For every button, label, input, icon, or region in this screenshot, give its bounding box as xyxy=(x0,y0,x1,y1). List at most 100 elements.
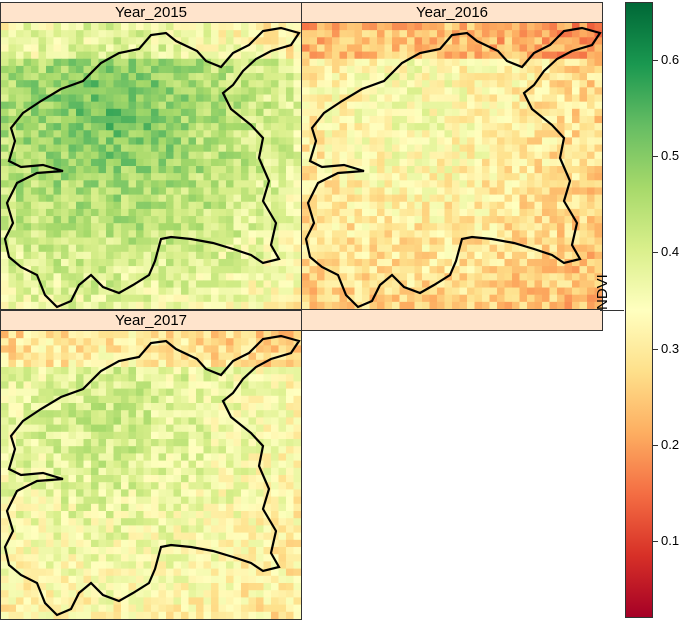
ndvi-cell xyxy=(233,244,242,253)
ndvi-cell xyxy=(354,37,363,46)
ndvi-cell xyxy=(166,287,175,296)
ndvi-cell xyxy=(248,151,257,160)
ndvi-cell xyxy=(136,388,145,397)
ndvi-cell xyxy=(1,37,10,46)
ndvi-colorbar xyxy=(625,2,653,618)
ndvi-cell xyxy=(587,180,596,189)
ndvi-cell xyxy=(467,101,476,110)
ndvi-cell xyxy=(38,597,47,606)
ndvi-cell xyxy=(143,482,152,490)
ndvi-cell xyxy=(233,496,242,505)
ndvi-cell xyxy=(136,453,145,462)
ndvi-cell xyxy=(38,395,47,404)
ndvi-cell xyxy=(106,568,115,577)
ndvi-cell xyxy=(53,151,62,160)
ndvi-cell xyxy=(452,194,461,203)
ndvi-cell xyxy=(196,539,205,548)
ndvi-cell xyxy=(377,44,386,53)
ndvi-cell xyxy=(422,130,431,138)
ndvi-cell xyxy=(181,301,190,309)
ndvi-cell xyxy=(512,301,521,309)
ndvi-cell xyxy=(143,151,152,160)
ndvi-cell xyxy=(248,460,257,469)
ndvi-cell xyxy=(91,539,100,548)
ndvi-cell xyxy=(196,374,205,382)
ndvi-cell xyxy=(512,144,521,153)
ndvi-cell xyxy=(158,374,167,382)
ndvi-cell xyxy=(1,388,10,397)
ndvi-cell xyxy=(158,381,167,390)
ndvi-cell xyxy=(151,187,160,196)
ndvi-cell xyxy=(369,144,378,153)
ndvi-cell xyxy=(339,23,348,31)
ndvi-cell xyxy=(98,475,107,483)
ndvi-cell xyxy=(271,496,280,505)
ndvi-cell xyxy=(527,123,536,131)
ndvi-cell xyxy=(369,273,378,281)
ndvi-cell xyxy=(68,280,77,289)
ndvi-cell xyxy=(218,30,227,38)
ndvi-cell xyxy=(263,273,272,281)
ndvi-cell xyxy=(106,381,115,390)
ndvi-cell xyxy=(293,583,301,591)
ndvi-cell xyxy=(572,187,581,196)
ndvi-cell xyxy=(218,583,227,591)
ndvi-cell xyxy=(68,597,77,606)
ndvi-cell xyxy=(572,151,581,160)
ndvi-cell xyxy=(91,489,100,498)
ndvi-cell xyxy=(293,201,301,210)
ndvi-cell xyxy=(83,554,92,562)
ndvi-cell xyxy=(106,137,115,146)
ndvi-cell xyxy=(414,258,423,267)
ndvi-cell xyxy=(256,547,265,555)
ndvi-cell xyxy=(128,367,137,375)
ndvi-cell xyxy=(218,101,227,110)
ndvi-cell xyxy=(8,287,17,296)
ndvi-cell xyxy=(136,294,145,303)
ndvi-cell xyxy=(83,65,92,74)
ndvi-cell xyxy=(233,604,242,613)
ndvi-cell xyxy=(166,590,175,598)
ndvi-cell xyxy=(53,446,62,454)
ndvi-cell xyxy=(188,345,197,354)
ndvi-cell xyxy=(38,301,47,309)
ndvi-cell xyxy=(504,244,513,253)
ndvi-cell xyxy=(248,575,257,584)
ndvi-cell xyxy=(504,101,513,110)
ndvi-cell xyxy=(143,294,152,303)
ndvi-cell xyxy=(512,87,521,96)
ndvi-cell xyxy=(166,331,175,339)
ndvi-cell xyxy=(557,51,566,60)
ndvi-cell xyxy=(256,208,265,217)
ndvi-cell xyxy=(392,201,401,210)
ndvi-cell xyxy=(113,554,122,562)
ndvi-cell xyxy=(459,294,468,303)
ndvi-cell xyxy=(188,561,197,570)
ndvi-cell xyxy=(271,439,280,447)
ndvi-cell xyxy=(302,44,311,53)
ndvi-cell xyxy=(53,115,62,124)
ndvi-cell xyxy=(151,431,160,440)
ndvi-cell xyxy=(549,273,558,281)
ndvi-cell xyxy=(23,611,32,619)
ndvi-cell xyxy=(527,201,536,210)
ndvi-cell xyxy=(218,115,227,124)
ndvi-cell xyxy=(248,453,257,462)
ndvi-cell xyxy=(53,237,62,246)
ndvi-cell xyxy=(83,431,92,440)
ndvi-cell xyxy=(467,87,476,96)
ndvi-cell xyxy=(76,331,85,339)
ndvi-cell xyxy=(61,359,70,368)
ndvi-label-tick xyxy=(600,310,624,311)
ndvi-cell xyxy=(362,158,371,167)
ndvi-cell xyxy=(181,475,190,483)
ndvi-cell xyxy=(429,101,438,110)
ndvi-cell xyxy=(151,137,160,146)
ndvi-cell xyxy=(218,359,227,368)
ndvi-cell xyxy=(407,216,416,224)
ndvi-cell xyxy=(482,266,491,274)
ndvi-cell xyxy=(444,294,453,303)
ndvi-cell xyxy=(233,367,242,375)
ndvi-cell xyxy=(256,101,265,110)
ndvi-cell xyxy=(286,251,295,260)
